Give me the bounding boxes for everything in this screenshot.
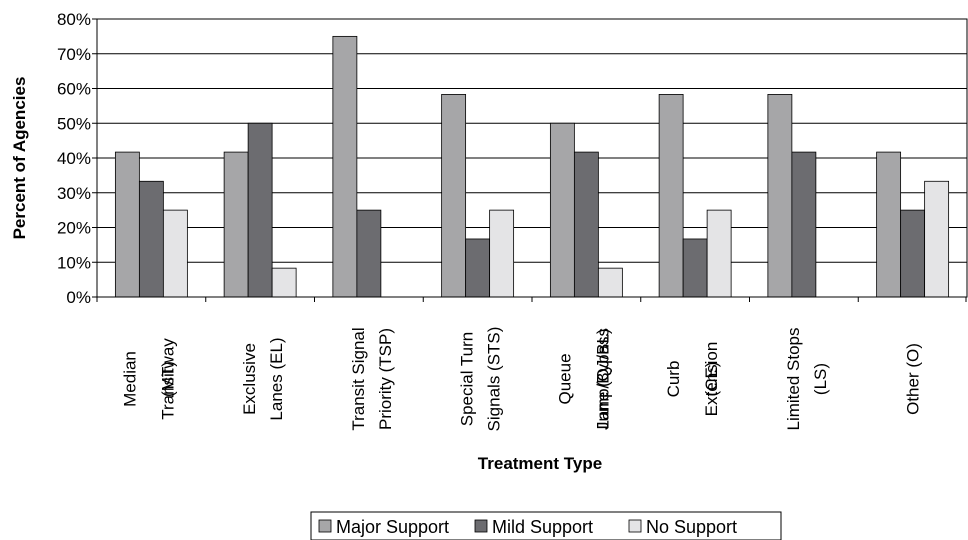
bar-no-support <box>924 180 950 298</box>
category-labels: Median Transitway(MT) Exclusive Lanes (EL) T… <box>120 327 922 432</box>
y-tick-label: 10% <box>57 253 91 272</box>
bar-major-support <box>441 94 467 298</box>
category-label: Curb Extension(CE) <box>664 342 721 417</box>
bar-mild-support <box>138 180 164 298</box>
y-tick-label: 40% <box>57 149 91 168</box>
legend-swatch <box>628 519 642 533</box>
bar-no-support <box>489 209 515 298</box>
category-label: Queue Jump/BypassLane (QJ/BL) <box>555 328 612 430</box>
legend-swatch <box>474 519 488 533</box>
y-tick-labels: 0% 10% 20% 30% 40% 50% 60% 70% 80% <box>57 10 91 307</box>
y-tick-label: 60% <box>57 80 91 99</box>
category-label: Transit Signal Priority (TSP) <box>349 327 395 430</box>
bar-no-support <box>706 209 732 298</box>
svg-text:Other (O): Other (O) <box>904 343 923 415</box>
y-tick-label: 0% <box>66 288 91 307</box>
bar-mild-support <box>356 209 382 298</box>
y-tick-label: 20% <box>57 219 91 238</box>
legend-label: Major Support <box>336 517 449 537</box>
category-label: Other (O) <box>904 343 923 415</box>
bar-major-support <box>114 151 140 298</box>
y-tick-label: 30% <box>57 184 91 203</box>
bar-no-support <box>271 267 297 298</box>
bar-mild-support <box>900 209 926 298</box>
category-label: Exclusive Lanes (EL) <box>240 337 286 420</box>
legend-box <box>310 511 782 540</box>
bar-mild-support <box>573 151 599 298</box>
bar-major-support <box>549 122 575 298</box>
y-axis-title: Percent of Agencies <box>10 77 29 240</box>
legend: Major Support Mild Support No Support <box>310 511 782 540</box>
legend-swatch <box>318 519 332 533</box>
svg-text:Limited Stops(LS): Limited Stops (LS) <box>784 328 830 431</box>
category-label: Special Turn Signals (STS) <box>458 327 504 432</box>
bar-mild-support <box>465 238 491 298</box>
bar-mild-support <box>247 122 273 298</box>
legend-label: No Support <box>646 517 737 537</box>
bar-major-support <box>876 151 902 298</box>
y-tick-label: 70% <box>57 45 91 64</box>
axes <box>92 18 968 302</box>
bar-major-support <box>767 94 793 298</box>
bar-mild-support <box>682 238 708 298</box>
y-tick-label: 80% <box>57 10 91 29</box>
bar-major-support <box>658 94 684 298</box>
bar-major-support <box>332 35 358 298</box>
x-axis-title: Treatment Type <box>478 454 602 473</box>
y-tick-label: 50% <box>57 114 91 133</box>
category-label: Limited Stops (LS) <box>784 328 830 431</box>
category-label: Median Transitway(MT) <box>120 338 177 420</box>
bars <box>114 35 950 298</box>
bar-major-support <box>223 151 249 298</box>
bar-no-support <box>597 267 623 298</box>
legend-label: Mild Support <box>492 517 593 537</box>
bar-mild-support <box>791 151 817 298</box>
bar-no-support <box>162 209 188 298</box>
